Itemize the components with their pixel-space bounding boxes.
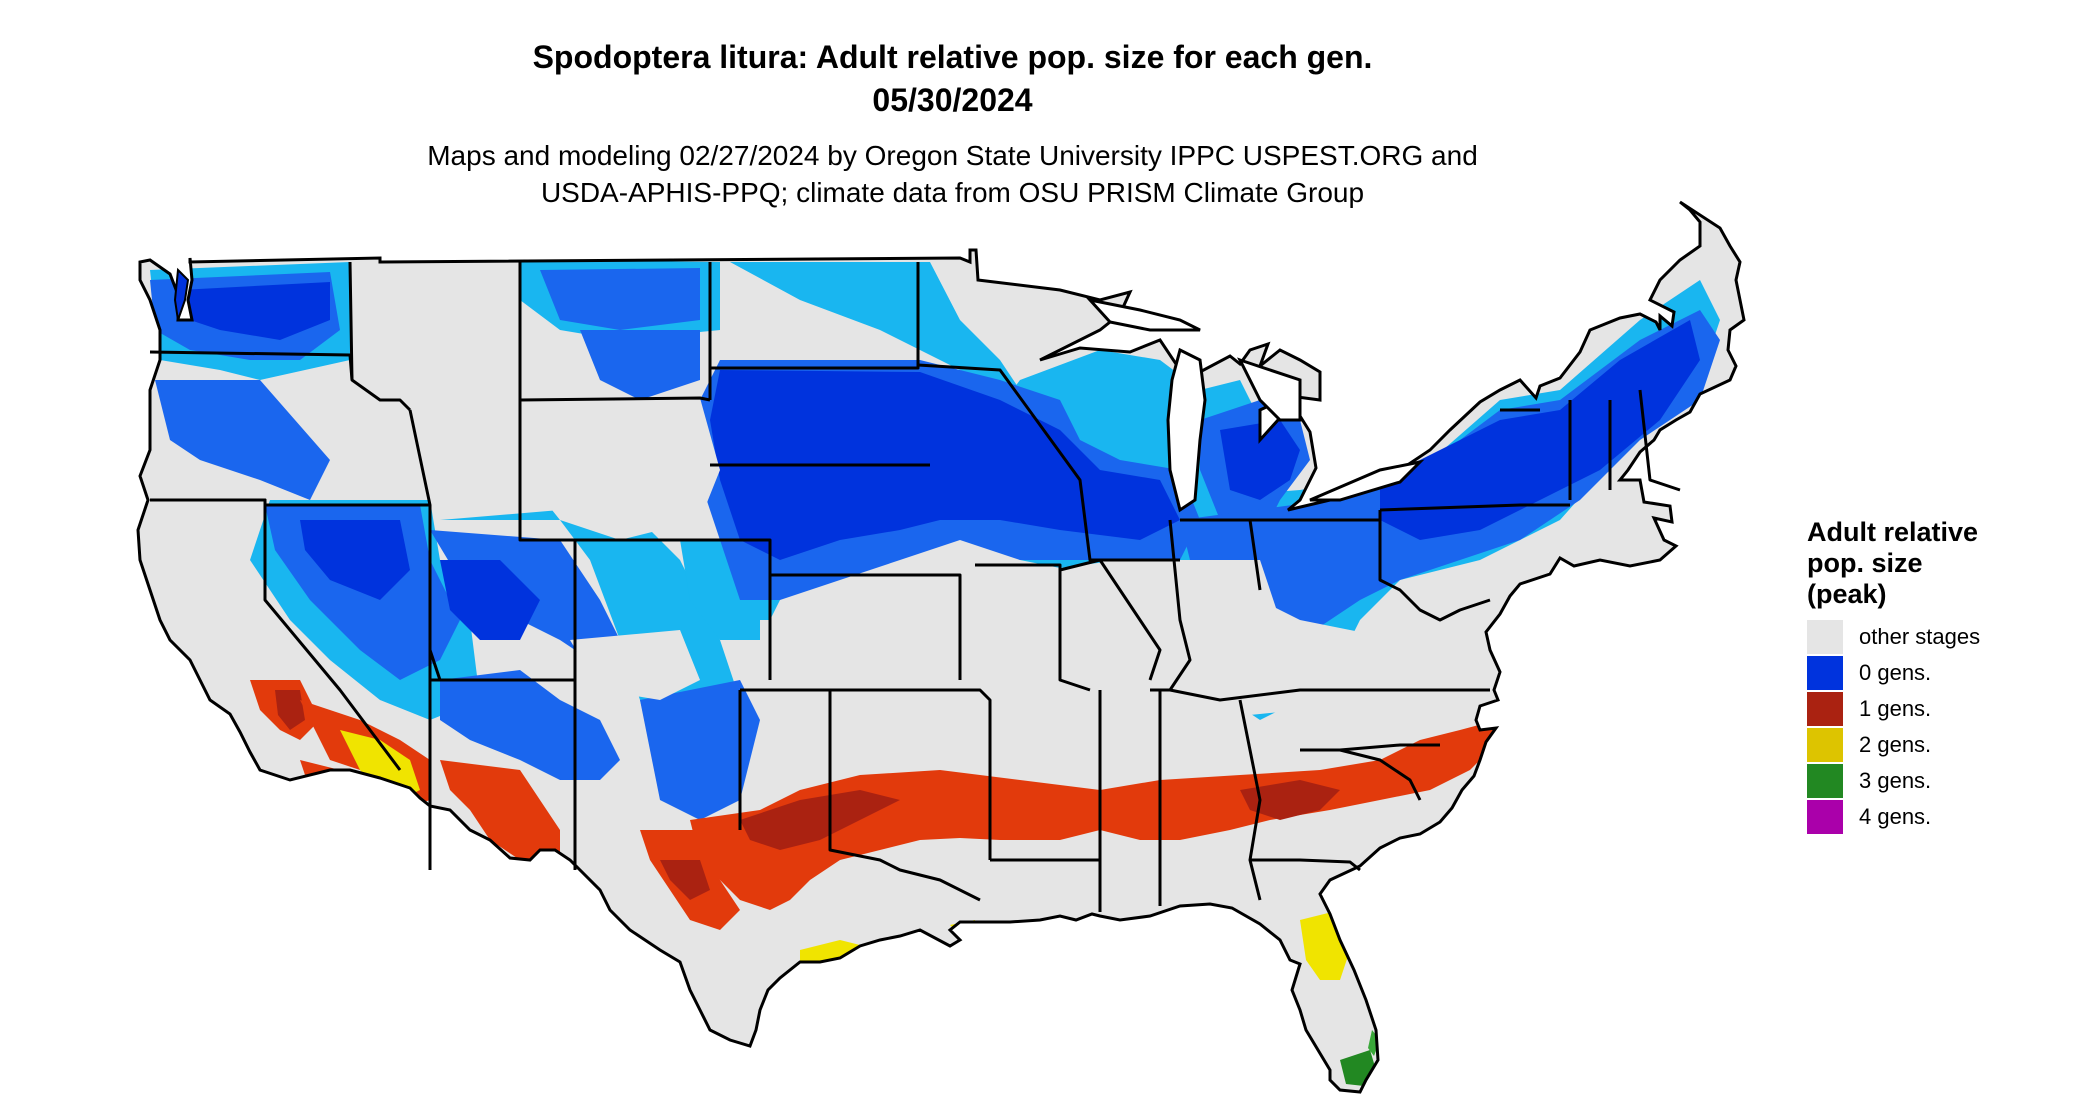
zero-gen-mid-zone — [580, 330, 700, 400]
zero-gen-mid-zone — [155, 380, 330, 500]
state-border — [1339, 743, 1440, 752]
state-border — [1378, 510, 1491, 622]
legend-label: other stages — [1859, 624, 1981, 649]
other-stages-zone — [350, 262, 520, 360]
legend-label: 3 gens. — [1859, 768, 1932, 793]
lake-superior — [1085, 297, 1201, 332]
zero-gen-dark-zone — [180, 282, 330, 340]
legend-label: 2 gens. — [1859, 732, 1932, 757]
lake-huron — [1237, 357, 1302, 422]
one-gen-zone — [690, 722, 1500, 910]
legend-swatch — [1807, 764, 1843, 798]
one-gen-zone — [440, 760, 560, 860]
map-credit-line-2: USDA-APHIS-PPQ; climate data from OSU PR… — [540, 177, 1365, 208]
legend-title: Adult relative pop. size (peak) — [1807, 517, 2037, 610]
other-stages-zone — [520, 398, 720, 540]
great-lakes — [1085, 297, 1425, 513]
state-border — [1238, 699, 1262, 901]
map-title: Spodoptera litura: Adult relative pop. s… — [532, 39, 1373, 75]
state-border — [1379, 503, 1570, 512]
legend-label: 0 gens. — [1859, 660, 1932, 685]
state-border — [1250, 858, 1361, 872]
two-gen-zone — [340, 730, 420, 800]
state-border — [518, 396, 711, 680]
other-stages-zone — [570, 630, 700, 700]
state-border — [975, 563, 1091, 692]
lake-michigan — [1166, 347, 1207, 513]
two-gen-zone — [800, 940, 900, 990]
legend-swatch — [1807, 620, 1843, 654]
zero-gen-dark-zone — [1380, 320, 1700, 540]
map-date: 05/30/2024 — [872, 82, 1033, 118]
state-border — [348, 261, 412, 412]
legend-title-line-2: pop. size — [1807, 548, 1923, 578]
state-border — [1059, 558, 1101, 572]
legend-swatch — [1807, 800, 1843, 834]
legend-label: 1 gens. — [1859, 696, 1932, 721]
legend-title-line-3: (peak) — [1807, 579, 1887, 609]
state-border — [917, 363, 1180, 562]
state-border — [1098, 559, 1162, 681]
generation-zones — [150, 260, 1720, 1086]
legend-swatch — [1807, 656, 1843, 690]
state-borders — [149, 261, 1681, 912]
zero-gen-dark-zone — [1220, 420, 1300, 500]
one-gen-zone — [1240, 780, 1340, 820]
state-border — [575, 538, 772, 680]
puget-sound — [173, 267, 190, 321]
zero-gen-light-zone — [730, 262, 1020, 390]
zero-gen-dark-zone — [710, 370, 1180, 560]
map-credit-line-1: Maps and modeling 02/27/2024 by Oregon S… — [427, 140, 1478, 171]
legend-swatch — [1807, 692, 1843, 726]
one-gen-zone — [740, 790, 900, 850]
state-border — [1300, 748, 1422, 801]
state-border — [1168, 519, 1192, 691]
zero-gen-dark-zone — [300, 520, 410, 600]
state-border — [1150, 688, 1490, 702]
zero-gen-mid-zone — [640, 680, 760, 820]
state-border — [710, 262, 920, 370]
legend-title-line-1: Adult relative — [1807, 517, 1979, 547]
state-border — [830, 688, 992, 860]
zero-gen-mid-zone — [540, 268, 700, 330]
legend-label: 4 gens. — [1859, 804, 1932, 829]
state-border — [1638, 389, 1681, 492]
lake-erie — [1309, 459, 1425, 502]
one-gen-zone — [275, 690, 305, 730]
legend-swatch — [1807, 728, 1843, 762]
other-stages-zone — [1100, 560, 1280, 640]
state-border — [770, 573, 962, 680]
two-gen-zone — [900, 970, 920, 1020]
one-gen-zone — [660, 860, 710, 900]
zero-gen-dark-zone — [440, 560, 540, 640]
